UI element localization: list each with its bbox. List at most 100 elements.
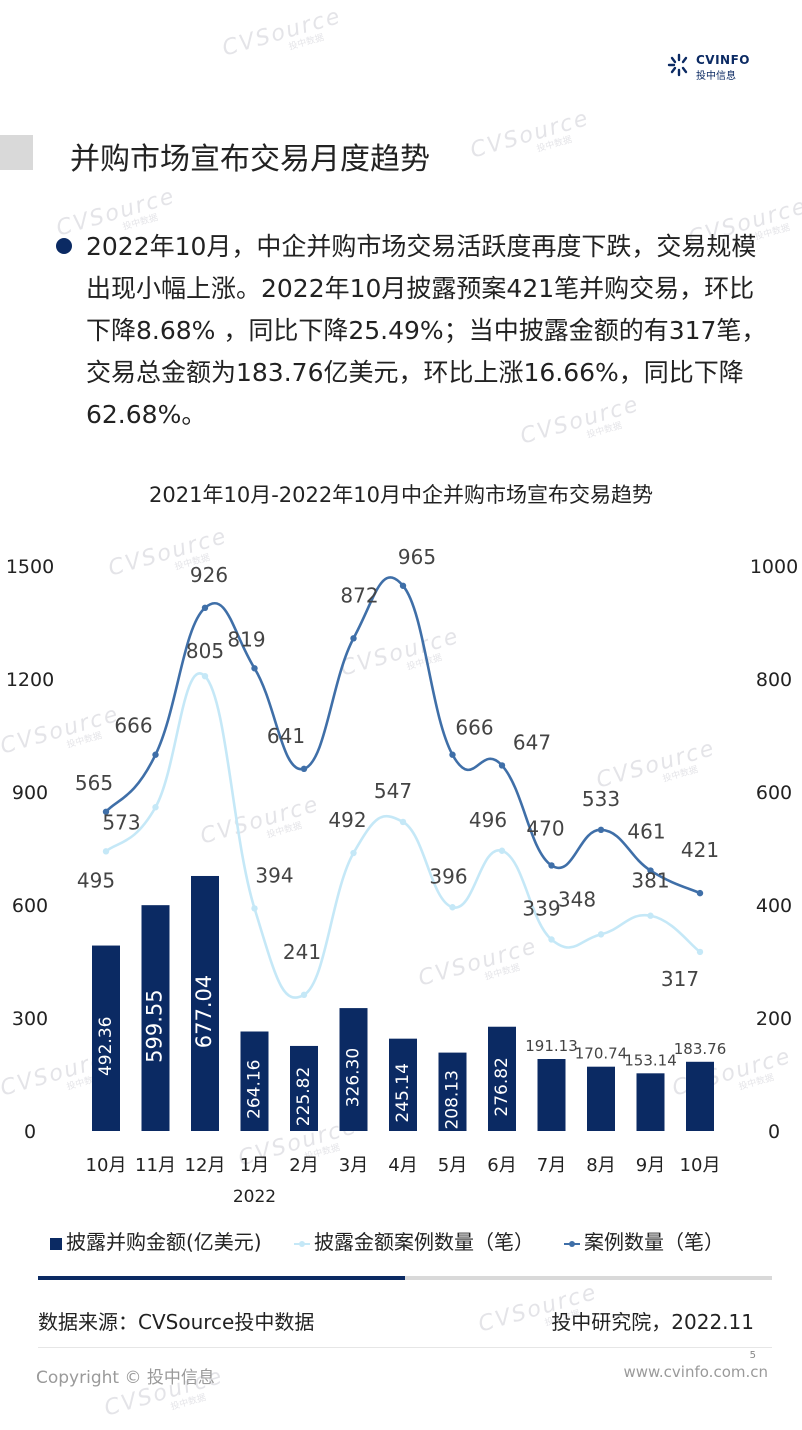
- point-case-count: [498, 762, 506, 769]
- x-year-label: 2022: [233, 1187, 276, 1207]
- point-disclosed-count: [201, 672, 209, 680]
- point-label-case-count: 666: [114, 714, 152, 738]
- x-tick-label: 10月: [86, 1155, 127, 1176]
- point-disclosed-count: [300, 991, 308, 999]
- point-case-count: [449, 751, 456, 758]
- point-label-disclosed-count: 339: [522, 896, 560, 920]
- point-disclosed-count: [251, 905, 258, 912]
- bar: [92, 945, 120, 1131]
- point-label-disclosed-count: 394: [255, 863, 293, 887]
- bar-label: 677.04: [192, 975, 216, 1048]
- point-label-case-count: 421: [681, 838, 719, 862]
- line-case-count: [105, 576, 701, 895]
- x-tick-label: 5月: [438, 1155, 467, 1176]
- chart-legend: 披露并购金额(亿美元) 披露金额案例数量（笔） 案例数量（笔）: [50, 1226, 790, 1260]
- point-label-disclosed-count: 317: [661, 967, 699, 991]
- point-label-disclosed-count: 495: [77, 868, 115, 892]
- bar-label: 326.30: [344, 1048, 364, 1107]
- bar-label: 170.74: [575, 1045, 628, 1063]
- point-case-count: [102, 808, 110, 815]
- y-right-tick-label: 0: [768, 1121, 780, 1143]
- y-right-tick-label: 800: [756, 669, 792, 691]
- point-label-case-count: 641: [267, 724, 305, 748]
- x-tick-label: 11月: [135, 1155, 176, 1176]
- point-case-count: [548, 862, 555, 869]
- watermark: CVSource 投中数据: [219, 3, 345, 62]
- point-label-disclosed-count: 381: [631, 869, 669, 893]
- legend-swatch-line: [294, 1240, 310, 1247]
- point-case-count: [647, 867, 654, 874]
- x-tick-label: 9月: [636, 1155, 665, 1176]
- x-tick-label: 2月: [289, 1155, 318, 1176]
- brand-name: CVINFO: [696, 53, 750, 67]
- brand-logo: CVINFO 投中信息: [666, 50, 756, 82]
- report-org-date: 投中研究院，2022.11: [551, 1310, 754, 1334]
- y-right-tick-label: 600: [756, 782, 792, 804]
- point-case-count: [696, 889, 704, 897]
- bar: [537, 1059, 566, 1131]
- cvinfo-logo-icon: [667, 53, 688, 77]
- point-label-case-count: 470: [526, 816, 564, 840]
- point-case-count: [399, 582, 407, 589]
- bar-label: 276.82: [492, 1057, 512, 1116]
- point-label-case-count: 872: [340, 583, 378, 607]
- y-right-tick-label: 200: [756, 1008, 792, 1030]
- bar: [686, 1061, 714, 1131]
- x-tick-label: 12月: [185, 1155, 226, 1176]
- y-left-tick-label: 0: [24, 1121, 36, 1143]
- copyright: Copyright © 投中信息: [36, 1368, 215, 1388]
- point-case-count: [350, 635, 357, 642]
- page-number: 5: [749, 1350, 756, 1361]
- bar-label: 208.13: [443, 1070, 463, 1129]
- point-label-disclosed-count: 496: [469, 808, 507, 832]
- bar: [587, 1066, 615, 1131]
- bar-label: 492.36: [96, 1017, 116, 1076]
- bar-label: 225.82: [294, 1067, 314, 1126]
- bar-label: 245.14: [393, 1063, 413, 1122]
- bar-label: 153.14: [624, 1051, 677, 1069]
- bar: [290, 1045, 318, 1131]
- point-label-disclosed-count: 573: [102, 810, 140, 834]
- page-title: 并购市场宣布交易月度趋势: [70, 142, 430, 177]
- bar: [240, 1031, 269, 1131]
- bullet-dot-icon: [56, 238, 72, 254]
- point-case-count: [251, 665, 258, 672]
- point-label-disclosed-count: 241: [283, 940, 321, 964]
- point-label-case-count: 533: [582, 787, 620, 811]
- legend-item-amount: 披露并购金额(亿美元): [50, 1226, 262, 1255]
- title-accent-bar: [0, 135, 33, 170]
- bar: [438, 1052, 467, 1131]
- point-disclosed-count: [647, 912, 654, 919]
- website-link[interactable]: www.cvinfo.com.cn: [623, 1363, 768, 1381]
- chart: 492.36 599.55 677.04 264.16 225.82 326.30 245.…: [6, 545, 798, 1207]
- y-left-tick-label: 1500: [6, 556, 54, 578]
- point-disclosed-count: [350, 849, 357, 857]
- y-left-tick-label: 600: [12, 895, 48, 917]
- point-label-case-count: 819: [227, 627, 265, 651]
- point-case-count: [597, 826, 605, 834]
- x-tick-label: 8月: [586, 1155, 615, 1176]
- legend-swatch-line: [564, 1240, 580, 1247]
- point-label-case-count: 647: [513, 730, 551, 754]
- point-label-case-count: 926: [190, 563, 228, 587]
- y-right-tick-label: 400: [756, 895, 792, 917]
- legend-item-disclosed-count: 披露金额案例数量（笔）: [294, 1226, 534, 1255]
- progress-track: [38, 1276, 772, 1280]
- point-case-count: [152, 751, 159, 758]
- data-source: 数据来源：CVSource投中数据: [38, 1310, 315, 1334]
- watermark: CVSource 投中数据: [467, 105, 593, 164]
- x-tick-label: 7月: [537, 1155, 566, 1176]
- x-tick-label: 6月: [487, 1155, 516, 1176]
- point-label-case-count: 666: [455, 716, 493, 740]
- y-left-tick-label: 1200: [6, 669, 54, 691]
- point-label-disclosed-count: 348: [558, 887, 596, 911]
- bar: [141, 905, 170, 1131]
- point-label-case-count: 461: [627, 820, 665, 844]
- bar-label: 264.16: [245, 1060, 265, 1119]
- point-label-disclosed-count: 396: [429, 864, 467, 888]
- progress-fill: [38, 1276, 405, 1280]
- brand-name-cn: 投中信息: [696, 71, 736, 82]
- bar-label: 183.76: [674, 1040, 727, 1058]
- point-disclosed-count: [498, 847, 506, 854]
- point-disclosed-count: [597, 931, 605, 938]
